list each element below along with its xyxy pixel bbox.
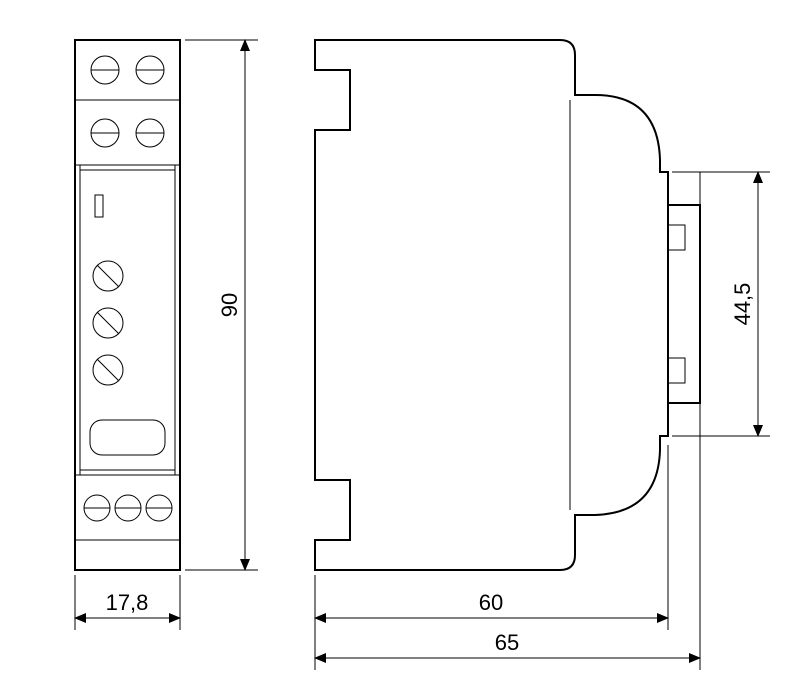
side-view (315, 40, 700, 570)
dim-label-60: 60 (479, 590, 503, 615)
dim-label-height: 90 (217, 293, 242, 317)
dim-label-front-width: 17,8 (106, 590, 149, 615)
dim-front-width: 17,8 (75, 575, 180, 630)
dim-label-44-5: 44,5 (730, 283, 755, 326)
label-slot (90, 420, 165, 455)
dim-side-65: 65 (315, 410, 700, 670)
dim-label-65: 65 (495, 630, 519, 655)
front-view (75, 40, 180, 570)
dim-clip-height: 44,5 (672, 172, 770, 436)
dim-side-60: 60 (315, 445, 668, 670)
led-indicator (95, 195, 103, 217)
adjustment-knobs (93, 261, 123, 385)
technical-drawing: 17,8 90 60 65 44,5 (0, 0, 800, 691)
terminal-screws-top (91, 56, 164, 147)
terminal-screws-bottom (84, 495, 172, 521)
dim-height: 90 (185, 40, 258, 570)
din-clip (668, 172, 700, 436)
